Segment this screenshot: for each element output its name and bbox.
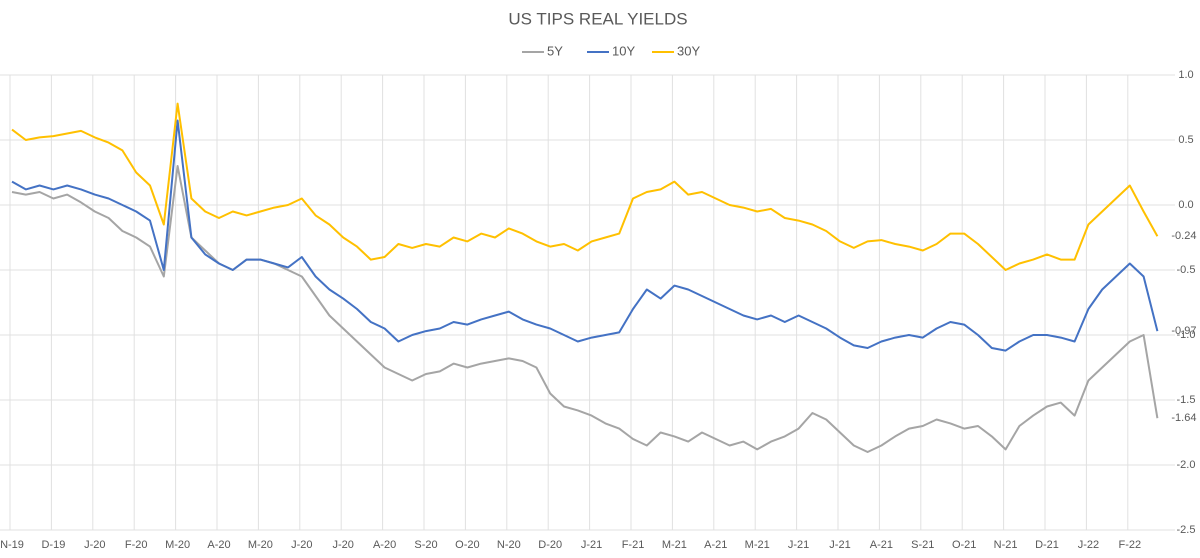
y-tick-label: -1.5 [1177,394,1196,406]
legend-label: 30Y [677,43,700,58]
legend-label: 10Y [612,43,635,58]
end-value-label: -1.64 [1171,412,1196,424]
x-tick-label: F-21 [622,539,645,551]
x-tick-label: J-22 [1078,539,1099,551]
x-tick-label: J-20 [291,539,312,551]
x-tick-label: J-21 [581,539,602,551]
x-tick-label: N-21 [994,539,1018,551]
y-tick-label: 0.0 [1178,199,1193,211]
y-tick-label: -2.0 [1177,459,1196,471]
end-value-label: -0.97 [1171,325,1196,337]
x-tick-label: J-21 [788,539,809,551]
x-tick-label: A-21 [870,539,893,551]
x-tick-label: S-21 [911,539,934,551]
end-value-label: -0.24 [1171,230,1196,242]
x-tick-label: N-20 [497,539,521,551]
chart-title: US TIPS REAL YIELDS [508,9,687,28]
y-tick-label: 1.0 [1178,69,1193,81]
legend-label: 5Y [547,43,563,58]
x-tick-label: M-21 [745,539,770,551]
line-10y [11,119,1159,352]
x-tick-label: J-21 [829,539,850,551]
y-tick-label: -0.5 [1177,264,1196,276]
line-5y [11,165,1159,453]
x-tick-label: M-20 [165,539,190,551]
x-tick-label: O-21 [952,539,976,551]
x-tick-label: M-20 [248,539,273,551]
x-tick-label: O-20 [455,539,479,551]
x-tick-label: J-20 [332,539,353,551]
x-tick-label: N-19 [0,539,24,551]
line-30y [11,102,1159,271]
x-tick-label: F-22 [1118,539,1141,551]
y-tick-label: 0.5 [1178,134,1193,146]
x-tick-label: D-19 [41,539,65,551]
x-tick-label: D-20 [538,539,562,551]
x-tick-label: J-20 [84,539,105,551]
x-tick-label: A-21 [704,539,727,551]
x-tick-label: A-20 [373,539,396,551]
x-tick-label: F-20 [125,539,148,551]
y-tick-label: -2.5 [1177,524,1196,536]
x-tick-label: M-21 [662,539,687,551]
y-tick-label: -1.0 [1177,329,1196,341]
x-tick-label: A-20 [207,539,230,551]
x-tick-label: S-20 [414,539,437,551]
x-tick-label: D-21 [1035,539,1059,551]
